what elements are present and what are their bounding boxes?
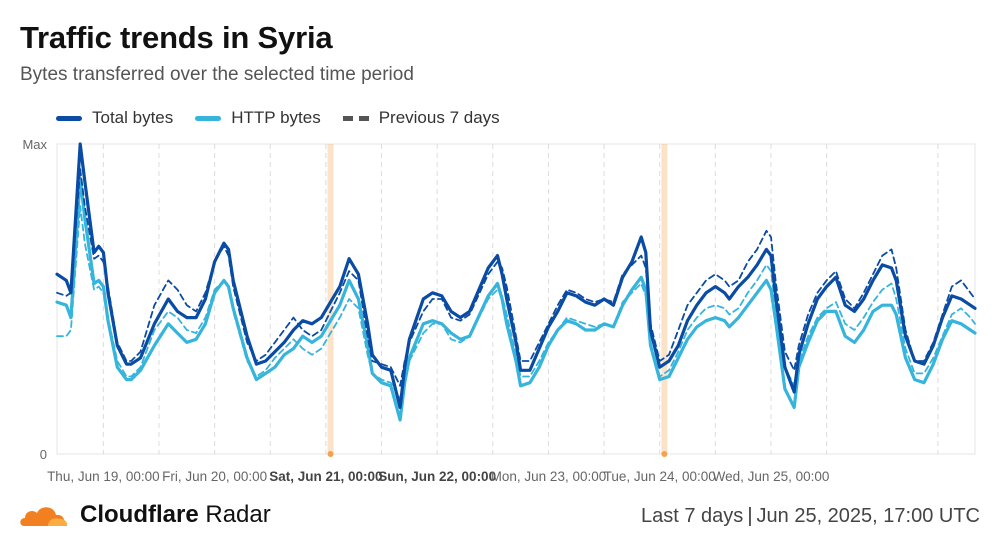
y-tick-label: Max xyxy=(22,137,47,152)
legend-item-http-bytes[interactable]: HTTP bytes xyxy=(195,108,321,128)
legend-label-previous: Previous 7 days xyxy=(378,108,500,127)
legend-item-previous-7-days[interactable]: Previous 7 days xyxy=(342,108,500,128)
x-tick-label: Fri, Jun 20, 00:00 xyxy=(162,469,267,484)
legend-swatch-previous xyxy=(342,115,369,121)
x-tick-label: Sat, Jun 21, 00:00 xyxy=(269,469,382,484)
legend-swatch-http xyxy=(195,115,222,121)
time-range-info: Last 7 days | Jun 25, 2025, 17:00 UTC xyxy=(641,505,980,528)
highlight-marker xyxy=(661,451,668,457)
legend-label-total: Total bytes xyxy=(92,108,174,127)
brand-name-regular: Radar xyxy=(205,501,271,528)
brand-name: Cloudflare Radar xyxy=(80,501,271,529)
chart-legend: Total bytes HTTP bytes Previous 7 days xyxy=(56,108,522,128)
time-range-label: Last 7 days xyxy=(641,505,744,527)
x-tick-label: Mon, Jun 23, 00:00 xyxy=(491,469,607,484)
legend-swatch-total xyxy=(56,115,82,121)
cloudflare-radar-logo[interactable]: Cloudflare Radar xyxy=(18,500,271,530)
x-tick-label: Sun, Jun 22, 00:00 xyxy=(378,469,496,484)
plot-frame xyxy=(56,143,976,455)
x-tick-label: Thu, Jun 19, 00:00 xyxy=(47,469,160,484)
time-range-separator: | xyxy=(747,505,753,527)
legend-item-total-bytes[interactable]: Total bytes xyxy=(56,108,173,128)
x-tick-label: Wed, Jun 25, 00:00 xyxy=(713,469,830,484)
cloudflare-cloud-icon xyxy=(20,507,68,526)
legend-label-http: HTTP bytes xyxy=(231,108,321,127)
x-tick-label: Tue, Jun 24, 00:00 xyxy=(604,469,716,484)
series-line-total-bytes xyxy=(55,142,977,410)
highlight-marker xyxy=(327,451,334,457)
time-range-timestamp: Jun 25, 2025, 17:00 UTC xyxy=(756,505,980,527)
highlight-band xyxy=(661,144,668,454)
series-line-http-bytes xyxy=(55,176,977,422)
page-subtitle: Bytes transferred over the selected time… xyxy=(20,64,414,85)
y-tick-label: 0 xyxy=(40,447,47,462)
page-title: Traffic trends in Syria xyxy=(20,20,333,55)
brand-name-bold: Cloudflare xyxy=(80,501,199,528)
